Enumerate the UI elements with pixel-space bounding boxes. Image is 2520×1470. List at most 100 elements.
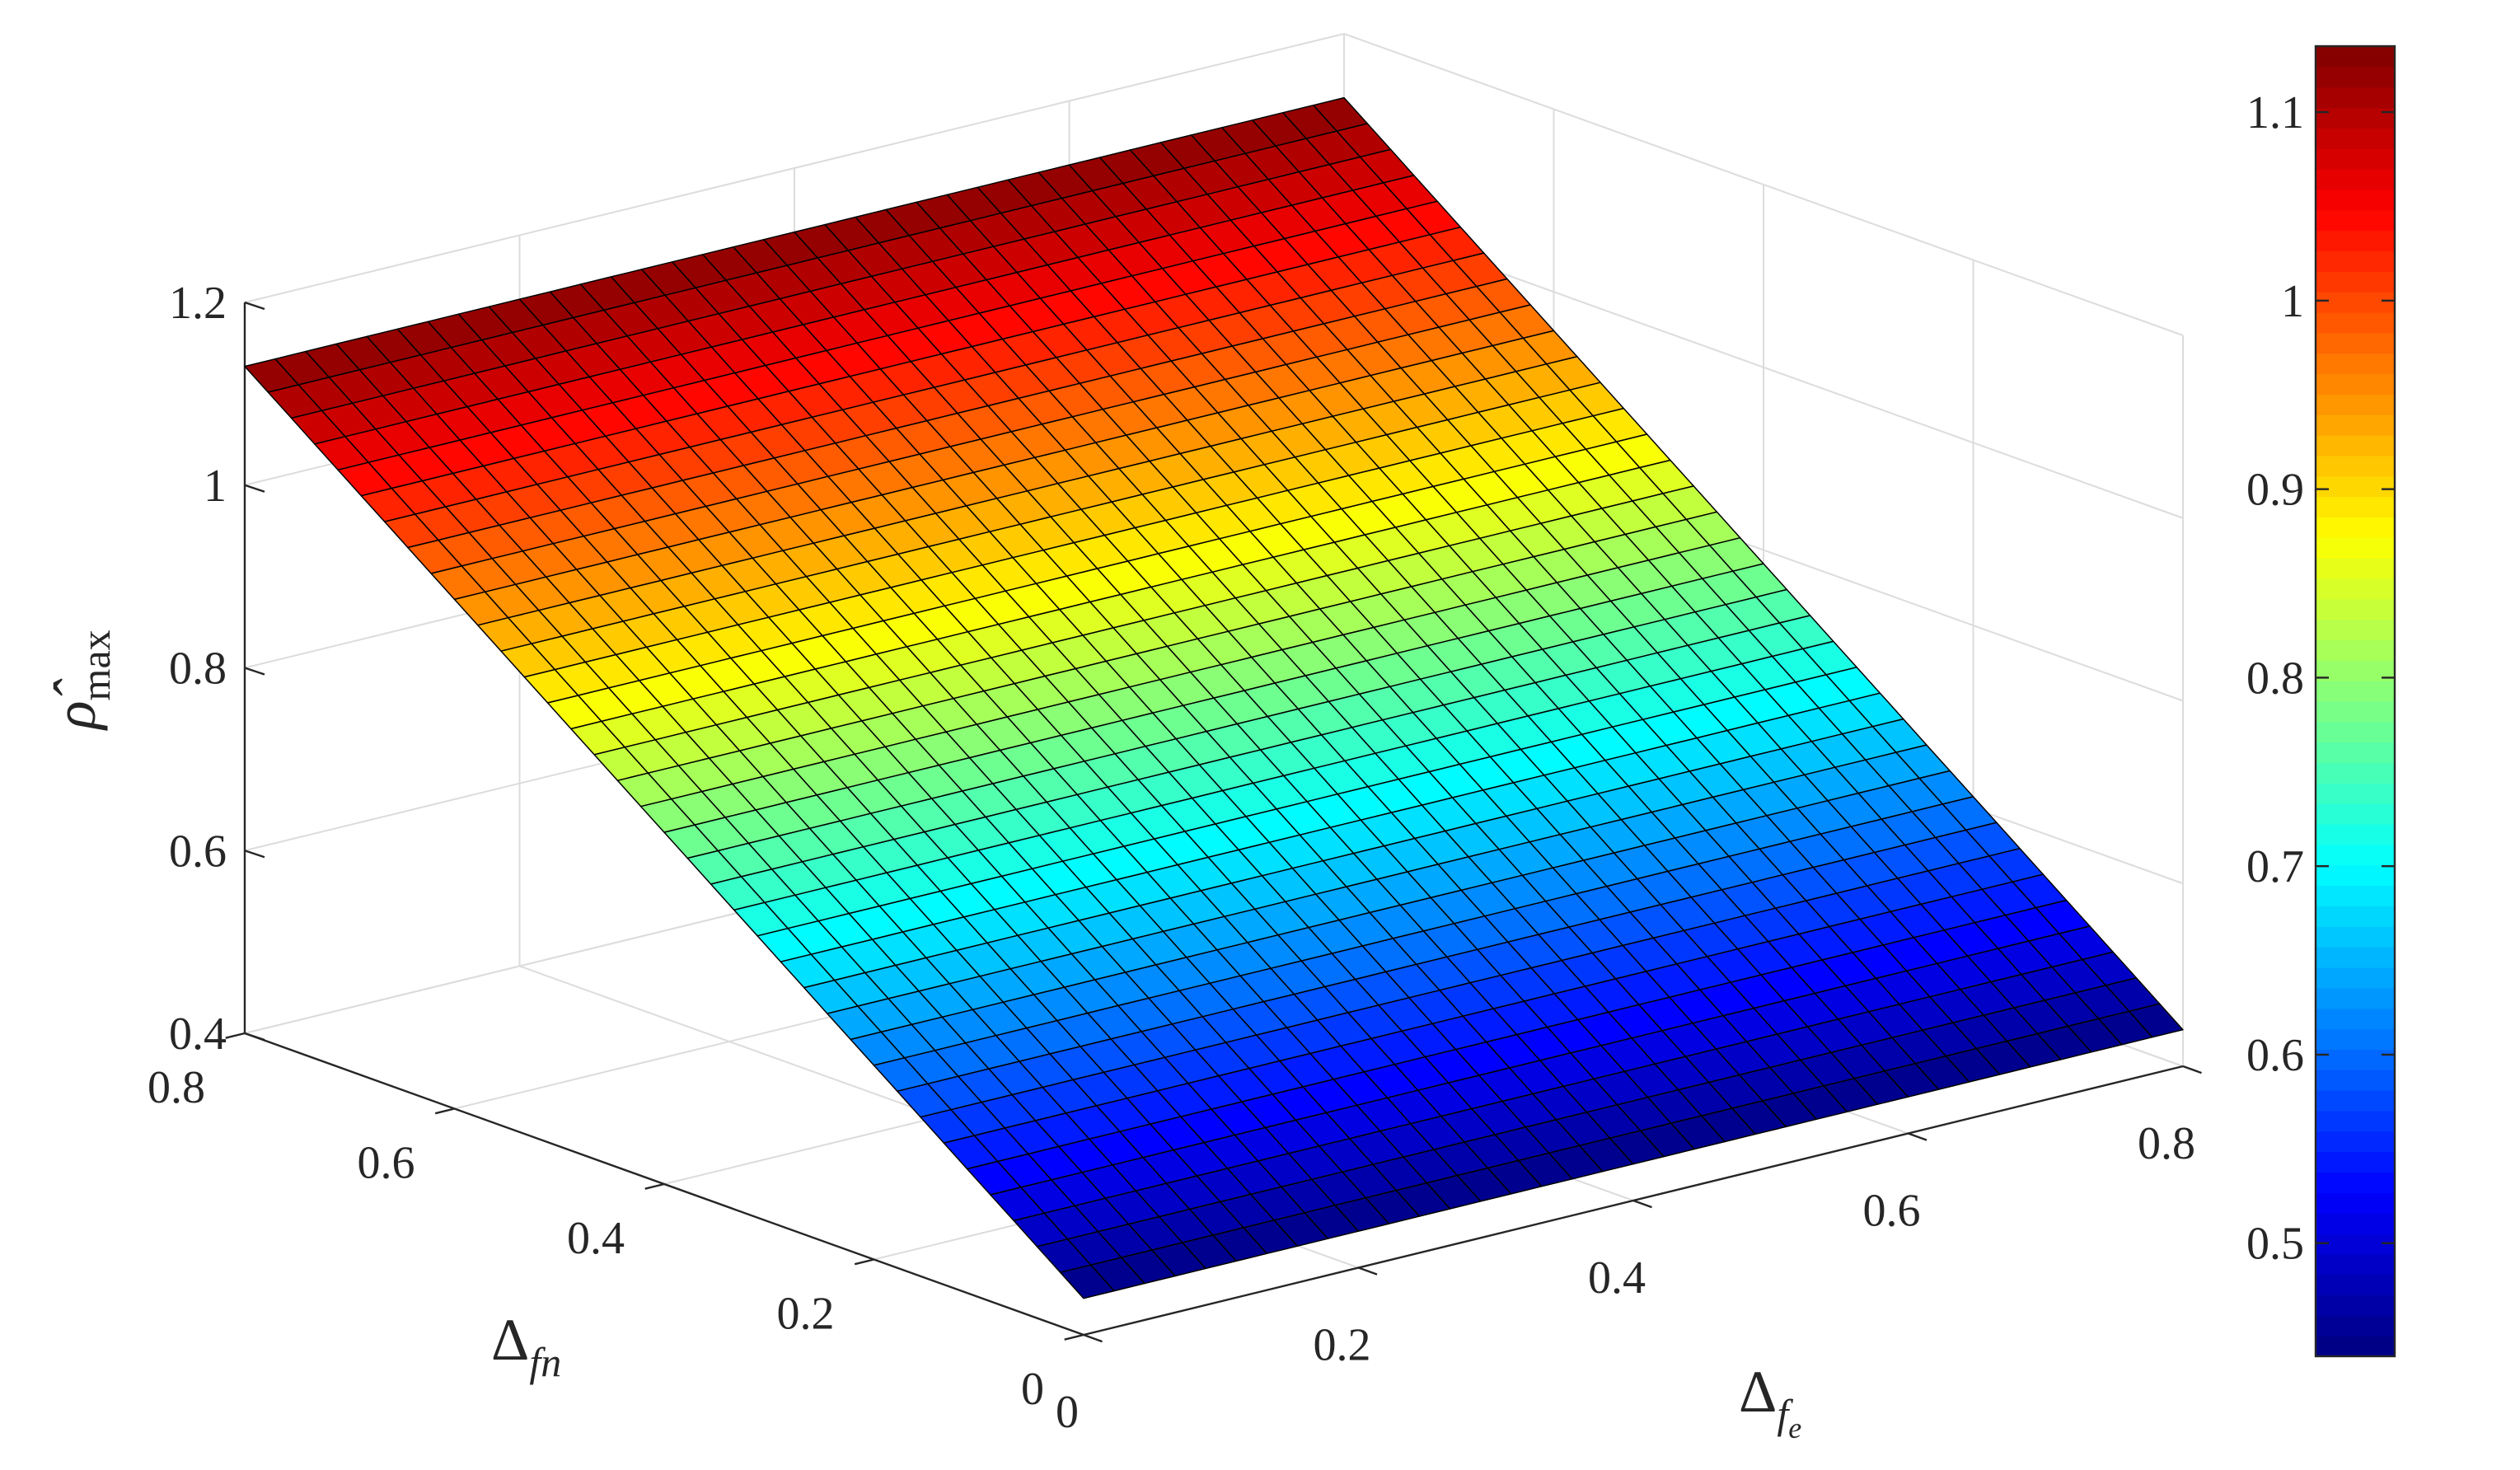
colorbar-step (2316, 701, 2395, 723)
colorbar-step (2316, 1028, 2395, 1050)
colorbar-tick-label: 1.1 (2246, 87, 2304, 138)
colorbar-step (2316, 1253, 2395, 1276)
y-tick-label: 0.8 (148, 1062, 205, 1113)
colorbar-step (2316, 46, 2395, 68)
colorbar-step (2316, 947, 2395, 968)
colorbar-step (2316, 598, 2395, 620)
colorbar-step (2316, 1315, 2395, 1337)
colorbar-step (2316, 435, 2395, 456)
x-axis-label-base: Δ (1739, 1359, 1777, 1425)
x-tick-mark (1632, 1199, 1652, 1209)
colorbar-step (2316, 967, 2395, 989)
y-tick-mark (644, 1182, 665, 1190)
x-tick-mark (1358, 1266, 1378, 1276)
colorbar-step (2316, 1049, 2395, 1070)
tick-labels: 00.20.40.60.800.20.40.60.80.40.60.811.2 (148, 278, 2195, 1438)
y-axis-label: Δfn (491, 1307, 561, 1385)
colorbar-step (2316, 1274, 2395, 1296)
x-tick-label: 0 (1056, 1387, 1079, 1438)
colorbar-step (2316, 189, 2395, 211)
colorbar-step (2316, 681, 2395, 702)
x-tick-mark (2182, 1065, 2202, 1074)
colorbar-step (2316, 1090, 2395, 1112)
z-tick-mark (244, 301, 265, 311)
colorbar-step (2316, 1172, 2395, 1193)
colorbar-step (2316, 496, 2395, 517)
z-tick-label: 1 (204, 461, 227, 512)
colorbar-step (2316, 87, 2395, 109)
x-tick-mark (1908, 1132, 1927, 1141)
colorbar-tick-label: 0.7 (2246, 841, 2304, 892)
colorbar-step (2316, 311, 2395, 334)
colorbar-step (2316, 783, 2395, 804)
colorbar-border (2314, 44, 2396, 1358)
x-tick-mark (1083, 1333, 1103, 1343)
colorbar-tick-label: 0.9 (2246, 465, 2304, 516)
grid-line-side-z (1343, 33, 2184, 336)
colorbar-step (2316, 230, 2395, 252)
colorbar-step (2316, 455, 2395, 477)
colorbar-step (2316, 1110, 2395, 1132)
colorbar-step (2316, 148, 2395, 170)
z-axis-label: ρ̂max (42, 630, 119, 731)
y-tick-mark (854, 1258, 874, 1266)
colorbar-step (2316, 1192, 2395, 1214)
x-tick-label: 0.2 (1314, 1320, 1371, 1371)
colorbar-step (2316, 353, 2395, 375)
colorbar-step (2316, 271, 2395, 293)
y-axis-label-sub: fn (529, 1339, 561, 1385)
colorbar-step (2316, 578, 2395, 600)
y-tick-label: 0.6 (358, 1138, 415, 1189)
colorbar-step (2316, 742, 2395, 764)
colorbar-step (2316, 558, 2395, 579)
colorbar: 0.5 0.6 0.7 0.8 0.9 1 1.1 (2246, 44, 2396, 1358)
z-tick-mark (244, 1032, 265, 1042)
colorbar-step (2316, 250, 2395, 272)
colorbar-step (2316, 128, 2395, 149)
colorbar-step (2316, 169, 2395, 190)
colorbar-step (2316, 619, 2395, 641)
y-tick-label: 0.4 (567, 1213, 625, 1264)
colorbar-fill (2316, 46, 2395, 1357)
y-axis-label-base: Δ (491, 1307, 529, 1373)
colorbar-step (2316, 762, 2395, 784)
colorbar-step (2316, 107, 2395, 129)
colorbar-step (2316, 1070, 2395, 1091)
colorbar-step (2316, 844, 2395, 866)
y-tick-label: 0 (1021, 1364, 1044, 1415)
colorbar-step (2316, 1008, 2395, 1030)
colorbar-ticks: 0.5 0.6 0.7 0.8 0.9 1 1.1 (2246, 87, 2395, 1270)
z-axis-label-sub: max (73, 630, 119, 700)
colorbar-step (2316, 639, 2395, 661)
x-tick-label: 0.6 (1863, 1186, 1921, 1237)
colorbar-step (2316, 517, 2395, 538)
z-tick-mark (244, 484, 265, 493)
surface-mesh (244, 96, 2184, 1299)
colorbar-step (2316, 373, 2395, 395)
y-tick-label: 0.2 (777, 1289, 835, 1340)
colorbar-step (2316, 66, 2395, 88)
y-tick-mark (225, 1032, 246, 1039)
z-tick-mark (244, 850, 265, 859)
grid-line-back-z (244, 33, 1345, 303)
colorbar-step (2316, 292, 2395, 313)
colorbar-step (2316, 987, 2395, 1009)
colorbar-step (2316, 475, 2395, 498)
z-tick-label: 1.2 (169, 278, 227, 329)
colorbar-step (2316, 1294, 2395, 1316)
z-tick-label: 0.4 (169, 1009, 227, 1060)
x-axis-label: Δfe (1739, 1359, 1801, 1444)
x-axis-label-subsub: e (1788, 1411, 1801, 1444)
colorbar-step (2316, 209, 2395, 232)
colorbar-step (2316, 721, 2395, 743)
axes-layer (225, 301, 2202, 1343)
colorbar-step (2316, 906, 2395, 927)
x-tick-label: 0.4 (1588, 1252, 1646, 1304)
colorbar-tick-label: 1 (2281, 276, 2304, 327)
colorbar-step (2316, 332, 2395, 354)
y-tick-mark (1064, 1333, 1084, 1341)
surface-facet (2128, 1003, 2184, 1038)
colorbar-step (2316, 864, 2395, 887)
colorbar-step (2316, 803, 2395, 825)
